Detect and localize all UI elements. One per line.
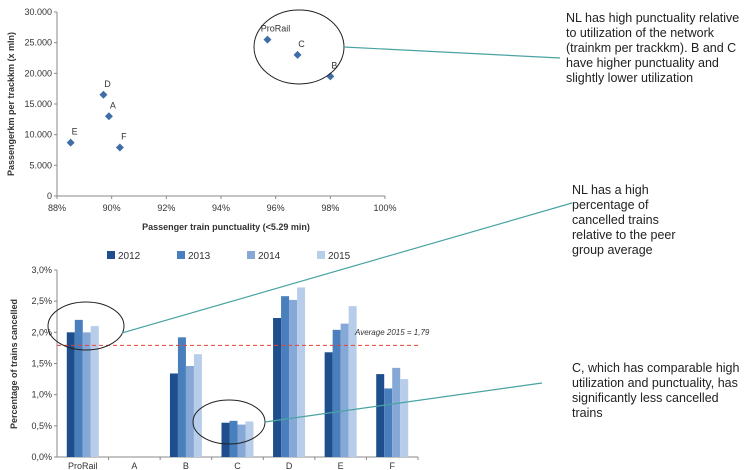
bar-y-tick-label: 2,0% [31, 327, 52, 337]
scatter-point [99, 90, 108, 99]
legend-entry: 2013 [188, 251, 211, 262]
annotation-top: NL has high punctuality relative to util… [566, 11, 740, 85]
scatter-x-tick-label: 90% [103, 203, 121, 213]
bar-y-tick-label: 1,0% [31, 390, 52, 400]
bar-x-tick-label: A [131, 461, 137, 470]
bar [332, 329, 341, 457]
bar-x-tick-label: F [389, 461, 395, 470]
bar [324, 352, 333, 457]
average-label: Average 2015 = 1,79 [354, 328, 430, 337]
legend-swatch [317, 251, 325, 259]
scatter-point-label: ProRail [261, 24, 291, 34]
scatter-x-tick-label: 96% [267, 203, 285, 213]
bar [297, 287, 306, 457]
bar-x-ticks: ProRail A B C D E F [68, 457, 419, 470]
bar-y-tick-label: 2,5% [31, 296, 52, 306]
bar-y-tick-label: 0,5% [31, 421, 52, 431]
bar-y-tick-label: 1,5% [31, 359, 52, 369]
bar [185, 365, 194, 457]
callout-line-top [343, 46, 561, 59]
scatter-point-label: F [121, 132, 127, 142]
scatter-y-ticks: 0 5.000 10.000 15.000 20.000 25.000 30.000 [24, 7, 57, 201]
bar [340, 323, 349, 457]
bar [348, 306, 357, 457]
annotation-middle: NL has a high percentage of cancelled tr… [572, 183, 676, 257]
bar [376, 374, 385, 457]
scatter-y-tick-label: 20.000 [24, 68, 52, 78]
scatter-y-tick-label: 5.000 [29, 160, 52, 170]
bar [237, 424, 246, 457]
callout-line-bottom [264, 382, 543, 423]
scatter-point [293, 50, 302, 59]
scatter-y-tick-label: 30.000 [24, 7, 52, 17]
scatter-axes [56, 12, 385, 197]
scatter-points: ProRail C B D A E F [66, 24, 337, 152]
bar [221, 422, 230, 457]
bar [289, 299, 298, 457]
scatter-x-tick-label: 94% [212, 203, 230, 213]
scatter-y-tick-label: 10.000 [24, 130, 52, 140]
bar [66, 332, 75, 457]
scatter-point [326, 72, 335, 81]
scatter-point [115, 143, 124, 152]
legend-swatch [247, 251, 255, 259]
bar [229, 420, 238, 457]
bar-chart: 2012 2013 2014 2015 0,0% 0,5% 1,0% 1,5% 2,0% 2,5… [9, 251, 430, 470]
scatter-point-label: C [298, 39, 305, 49]
scatter-point-label: E [72, 127, 78, 137]
scatter-point-label: B [331, 60, 337, 70]
annotation-bottom: C, which has comparable high utilization… [572, 361, 740, 420]
bar [177, 337, 186, 457]
scatter-point-label: D [104, 79, 111, 89]
scatter-chart: 0 5.000 10.000 15.000 20.000 25.000 30.000 88%… [6, 7, 397, 232]
callouts [47, 9, 573, 445]
bar [169, 373, 178, 457]
bar [74, 319, 83, 457]
scatter-point-label: A [110, 100, 116, 110]
bar-x-tick-label: C [234, 461, 241, 470]
bar [384, 388, 393, 457]
bar-x-tick-label: D [286, 461, 293, 470]
bar-marks [66, 287, 409, 457]
callout-line-middle [121, 202, 573, 334]
bar [245, 421, 254, 457]
scatter-x-ticks: 88% 90% 92% 94% 96% 98% 100% [48, 196, 397, 213]
bar-y-ticks: 0,0% 0,5% 1,0% 1,5% 2,0% 2,5% 3,0% [31, 265, 57, 462]
legend-entry: 2015 [328, 251, 351, 262]
bar-x-tick-label: E [338, 461, 344, 470]
bar-y-tick-label: 0,0% [31, 452, 52, 462]
scatter-x-tick-label: 92% [157, 203, 175, 213]
bar-x-tick-label: ProRail [68, 461, 98, 470]
scatter-y-tick-label: 0 [47, 191, 52, 201]
bar-x-tick-label: B [183, 461, 189, 470]
scatter-y-tick-label: 25.000 [24, 38, 52, 48]
scatter-point [66, 138, 75, 147]
callout-ellipse-prorail [47, 301, 125, 351]
scatter-point [263, 35, 272, 44]
scatter-x-axis-label: Passenger train punctuality (<5.29 min) [142, 222, 310, 232]
scatter-point [104, 112, 113, 121]
legend-swatch [177, 251, 185, 259]
bar-y-axis-label: Percentage of trains cancelled [9, 299, 19, 429]
scatter-y-axis-label: Passengerkm per trackkm (x mln) [6, 32, 16, 176]
bar [281, 296, 290, 457]
legend-swatch [107, 251, 115, 259]
bar-legend: 2012 2013 2014 2015 [107, 251, 351, 262]
bar [273, 317, 282, 457]
scatter-x-tick-label: 100% [373, 203, 396, 213]
bar [90, 326, 99, 457]
legend-entry: 2012 [118, 251, 141, 262]
scatter-y-tick-label: 15.000 [24, 99, 52, 109]
bar-y-tick-label: 3,0% [31, 265, 52, 275]
scatter-x-tick-label: 88% [48, 203, 66, 213]
scatter-x-tick-label: 98% [321, 203, 339, 213]
bar [193, 354, 202, 457]
legend-entry: 2014 [258, 251, 281, 262]
bar [400, 379, 409, 457]
bar [392, 367, 401, 457]
bar [82, 332, 91, 457]
